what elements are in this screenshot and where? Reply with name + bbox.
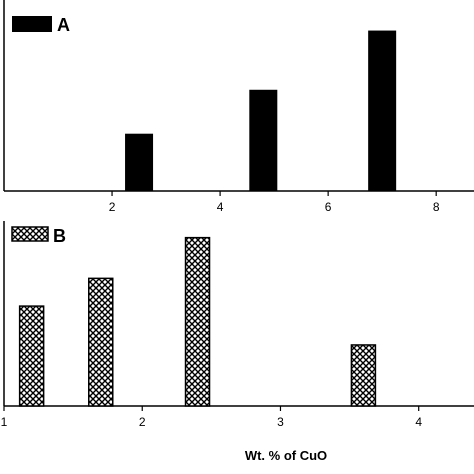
panel-b: 1 2 3 4 B Wt. % of CuO (1, 221, 474, 463)
bar-b-4 (350, 344, 377, 407)
bar-a-2 (249, 89, 278, 191)
x-tick-label-b: 4 (415, 415, 422, 429)
panel-a-legend: A (12, 15, 70, 35)
x-tick-label-a: 4 (217, 200, 224, 214)
legend-label-b: B (53, 226, 66, 246)
bar-a-3 (368, 30, 397, 192)
legend-swatch-a (12, 16, 52, 32)
bar-b-1 (18, 305, 45, 407)
legend-label-a: A (57, 15, 70, 35)
panel-a: 2 4 6 8 A (3, 0, 474, 214)
x-tick-label-a: 2 (109, 200, 116, 214)
bar-b-2 (88, 277, 114, 407)
x-tick-label-b: 3 (277, 415, 284, 429)
x-axis-title-b: Wt. % of CuO (245, 448, 327, 463)
legend-swatch-b (11, 226, 49, 242)
panel-b-legend: B (11, 226, 66, 246)
x-tick-label-b: 2 (139, 415, 146, 429)
x-tick-label-b: 1 (1, 415, 8, 429)
x-tick-label-a: 8 (433, 200, 440, 214)
x-tick-label-a: 6 (325, 200, 332, 214)
bar-b-3 (184, 236, 211, 407)
bar-a-1 (125, 133, 154, 191)
